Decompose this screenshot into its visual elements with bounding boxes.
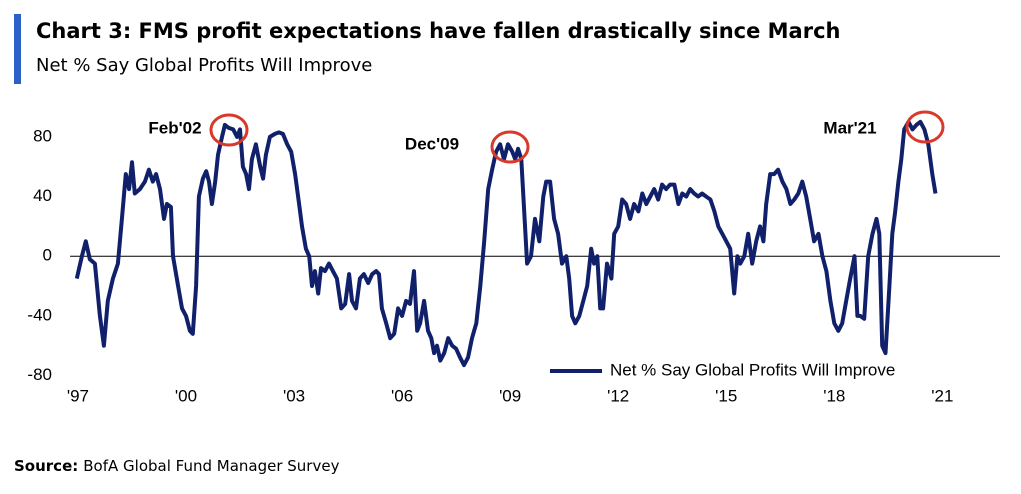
x-tick-label: '15: [715, 386, 737, 405]
y-tick-label: -40: [27, 305, 52, 324]
x-tick-label: '00: [175, 386, 197, 405]
x-tick-label: '03: [283, 386, 305, 405]
legend-label: Net % Say Global Profits Will Improve: [610, 360, 895, 379]
source-note: Source: BofA Global Fund Manager Survey: [14, 457, 340, 475]
y-tick-label: 80: [33, 126, 52, 145]
annotation-circle: [209, 113, 249, 147]
y-tick-label: 0: [43, 246, 52, 265]
x-tick-label: '18: [823, 386, 845, 405]
x-tick-label: '12: [607, 386, 629, 405]
chart-subtitle: Net % Say Global Profits Will Improve: [36, 55, 372, 76]
x-tick-label: '21: [931, 386, 953, 405]
y-tick-label: 40: [33, 186, 52, 205]
chart-title: Chart 3: FMS profit expectations have fa…: [36, 19, 840, 43]
y-tick-label: -80: [27, 365, 52, 384]
source-text: BofA Global Fund Manager Survey: [83, 457, 339, 475]
annotation-circle: [905, 110, 945, 144]
data-line: [74, 119, 938, 368]
source-label: Source:: [14, 457, 78, 475]
accent-bar: [14, 14, 21, 84]
annotation-circle: [490, 130, 530, 164]
x-tick-label: '09: [499, 386, 521, 405]
annotation-label: Dec'09: [405, 134, 459, 153]
annotation-label: Mar'21: [823, 118, 876, 137]
annotation-label: Feb'02: [148, 118, 201, 137]
x-tick-label: '06: [391, 386, 413, 405]
x-tick-label: '97: [67, 386, 89, 405]
